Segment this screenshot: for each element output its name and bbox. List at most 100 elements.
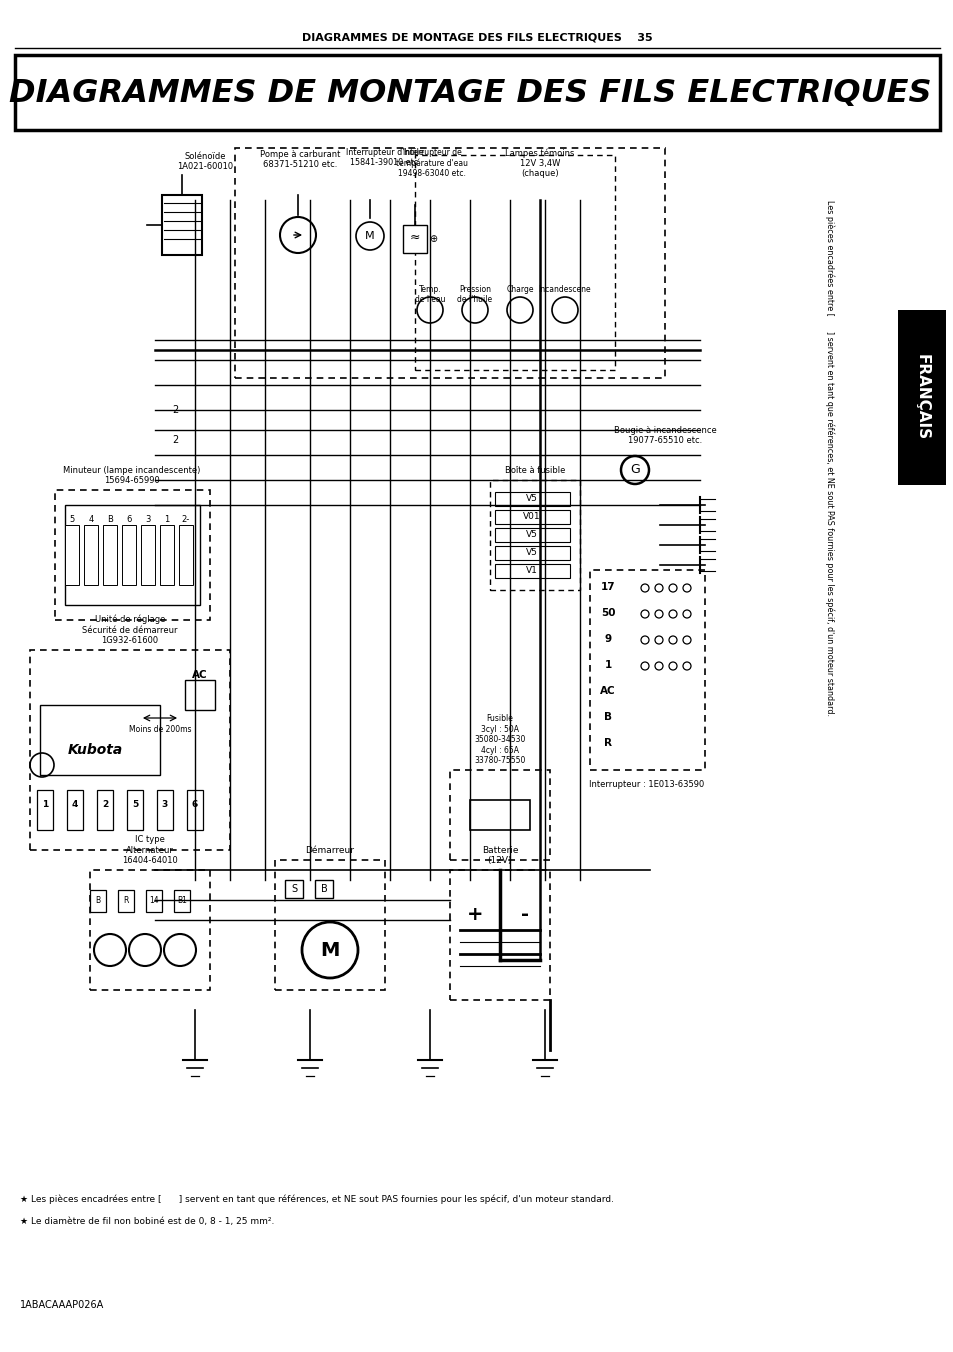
Text: 6: 6	[126, 515, 132, 525]
Bar	[146, 890, 162, 913]
Text: Démarreur: Démarreur	[305, 846, 355, 854]
Text: R: R	[603, 738, 612, 748]
Bar	[415, 155, 615, 370]
Bar	[160, 525, 173, 585]
Text: FRANÇAIS: FRANÇAIS	[914, 354, 928, 441]
Bar	[84, 525, 98, 585]
Text: DIAGRAMMES DE MONTAGE DES FILS ELECTRIQUES    35: DIAGRAMMES DE MONTAGE DES FILS ELECTRIQU…	[301, 32, 652, 43]
Text: Unité de réglage
Sécurité de démarreur
1G932-61600: Unité de réglage Sécurité de démarreur 1…	[82, 615, 177, 645]
Text: Lampes témoins
12V 3,4W
(chaque): Lampes témoins 12V 3,4W (chaque)	[505, 147, 574, 178]
Text: 3: 3	[162, 800, 168, 808]
Text: V5: V5	[525, 493, 537, 503]
Bar	[495, 529, 569, 542]
Bar	[90, 890, 106, 913]
Text: B: B	[603, 713, 612, 722]
Bar	[65, 506, 200, 604]
Text: M: M	[320, 941, 339, 960]
Bar	[141, 525, 154, 585]
Text: 14: 14	[149, 896, 158, 904]
Text: B: B	[320, 884, 327, 894]
Bar	[162, 195, 202, 256]
Bar	[187, 790, 203, 830]
Bar	[495, 492, 569, 506]
Text: Batterie
(12V): Batterie (12V)	[481, 845, 517, 865]
Text: 2: 2	[102, 800, 108, 808]
Text: 1ABACAAAP026A: 1ABACAAAP026A	[20, 1301, 104, 1310]
Text: 1: 1	[604, 660, 611, 671]
Bar	[122, 525, 136, 585]
Bar	[402, 224, 427, 253]
Text: Bougie à incandescence
19077-65510 etc.: Bougie à incandescence 19077-65510 etc.	[613, 426, 716, 445]
Text: Incandescene: Incandescene	[538, 285, 591, 293]
Bar	[157, 790, 172, 830]
Text: G: G	[630, 464, 639, 476]
Text: B1: B1	[177, 896, 187, 904]
Bar	[495, 564, 569, 579]
Bar	[185, 680, 214, 710]
Bar	[118, 890, 133, 913]
Text: AC: AC	[599, 685, 616, 696]
Bar	[127, 790, 143, 830]
Text: 9: 9	[604, 634, 611, 644]
Text: Fusible
3cyl : 50A
35080-34530
4cyl : 65A
33780-75550: Fusible 3cyl : 50A 35080-34530 4cyl : 65…	[474, 714, 525, 765]
Bar	[65, 525, 79, 585]
Bar	[90, 869, 210, 990]
Text: Kubota: Kubota	[68, 744, 123, 757]
Text: Minuteur (lampe incandescente)
15694-65990: Minuteur (lampe incandescente) 15694-659…	[63, 465, 200, 485]
Text: Temp.
de l'eau: Temp. de l'eau	[415, 285, 445, 304]
Text: Interrupteur d'huile
15841-39010 etc.: Interrupteur d'huile 15841-39010 etc.	[346, 147, 423, 168]
Bar	[55, 489, 210, 621]
Bar	[274, 860, 385, 990]
Text: ⊕: ⊕	[429, 234, 436, 243]
Bar	[495, 546, 569, 560]
Text: 4: 4	[71, 800, 78, 808]
Text: 1: 1	[42, 800, 48, 808]
Text: Charge: Charge	[506, 285, 533, 293]
Text: Les pièces encadrées entre [      ] servent en tant que références, et NE sout P: Les pièces encadrées entre [ ] servent e…	[824, 200, 834, 717]
Text: S: S	[291, 884, 296, 894]
Bar	[470, 800, 530, 830]
Text: ★ Les pièces encadrées entre [      ] servent en tant que références, et NE sout: ★ Les pièces encadrées entre [ ] servent…	[20, 1195, 614, 1205]
Bar	[15, 55, 939, 130]
Bar	[103, 525, 117, 585]
Text: M: M	[365, 231, 375, 241]
Text: ★ Le diamètre de fil non bobiné est de 0, 8 - 1, 25 mm².: ★ Le diamètre de fil non bobiné est de 0…	[20, 1217, 274, 1226]
Text: 1: 1	[164, 515, 170, 525]
Text: ≈: ≈	[410, 230, 420, 243]
Bar	[450, 869, 550, 1000]
Text: 17: 17	[600, 581, 615, 592]
Bar	[450, 771, 550, 860]
Bar	[173, 890, 190, 913]
Bar	[37, 790, 53, 830]
Text: Interrupteur de
température d'eau
19498-63040 etc.: Interrupteur de température d'eau 19498-…	[395, 147, 468, 178]
Text: Boîte à fusible: Boîte à fusible	[504, 466, 564, 475]
Text: 5: 5	[132, 800, 138, 808]
Text: 50: 50	[600, 608, 615, 618]
Text: Moins de 200ms: Moins de 200ms	[129, 725, 191, 734]
Text: Pression
de l'huile: Pression de l'huile	[456, 285, 492, 304]
Bar	[97, 790, 112, 830]
Text: Solénoïde
1A021-60010: Solénoïde 1A021-60010	[176, 151, 233, 172]
Bar	[40, 704, 160, 775]
Text: 3: 3	[145, 515, 151, 525]
Bar	[490, 480, 579, 589]
Text: R: R	[123, 896, 129, 904]
Text: V5: V5	[525, 548, 537, 557]
Text: 5: 5	[70, 515, 74, 525]
Bar	[285, 880, 303, 898]
Text: DIAGRAMMES DE MONTAGE DES FILS ELECTRIQUES: DIAGRAMMES DE MONTAGE DES FILS ELECTRIQU…	[9, 77, 930, 108]
Text: AC: AC	[192, 671, 208, 680]
Text: B: B	[95, 896, 100, 904]
Text: 6: 6	[192, 800, 198, 808]
Text: -: -	[520, 904, 529, 923]
Text: Interrupteur : 1E013-63590: Interrupteur : 1E013-63590	[589, 780, 704, 790]
Bar	[30, 650, 230, 850]
Bar	[897, 310, 945, 485]
Bar	[314, 880, 333, 898]
Bar	[589, 571, 704, 771]
Bar	[495, 510, 569, 525]
Text: IC type
Alternateur
16404-64010: IC type Alternateur 16404-64010	[122, 836, 177, 865]
Text: +: +	[466, 904, 483, 923]
Text: 2: 2	[172, 406, 178, 415]
Bar	[234, 147, 664, 379]
